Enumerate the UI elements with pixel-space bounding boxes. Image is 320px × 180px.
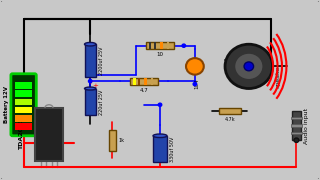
Circle shape [193,82,196,86]
Bar [167,42,169,49]
Bar [133,78,136,85]
Circle shape [225,44,273,89]
Text: +: + [92,83,98,89]
Text: TDA2003: TDA2003 [20,119,25,150]
Bar [219,108,241,114]
Circle shape [182,44,186,47]
Text: Battery 12V: Battery 12V [4,86,9,123]
Bar [35,108,63,161]
Text: 4.7: 4.7 [140,88,148,93]
Bar [291,124,302,127]
Text: 4.7k: 4.7k [224,117,235,122]
Text: 1k: 1k [119,138,125,143]
Bar [15,115,32,122]
Text: speaker: speaker [276,63,281,88]
Bar [154,42,156,49]
Circle shape [88,80,92,83]
Text: 10: 10 [156,52,164,57]
Bar [151,78,153,85]
Bar [138,78,140,85]
Text: 220uf 25V: 220uf 25V [99,89,104,114]
Circle shape [186,58,204,75]
Bar [291,117,302,119]
Bar [130,78,158,85]
Bar [144,78,147,85]
Ellipse shape [153,134,167,138]
Bar [84,89,96,115]
Circle shape [244,62,253,71]
Ellipse shape [84,42,96,46]
Circle shape [158,103,162,106]
Bar [84,44,96,77]
Bar [15,90,32,97]
Bar [15,82,32,89]
Bar [149,42,151,49]
Ellipse shape [294,138,299,142]
Text: +: + [87,79,93,85]
Text: 104: 104 [194,78,199,89]
Bar [108,130,116,150]
Bar [153,136,167,162]
Bar [291,132,302,134]
Bar [15,123,32,130]
Ellipse shape [84,87,96,90]
Bar [15,107,32,113]
Text: Audio input: Audio input [304,107,309,143]
Text: 2200uf 25V: 2200uf 25V [99,46,104,75]
Bar [146,42,174,49]
Bar [160,42,163,49]
FancyBboxPatch shape [11,74,36,136]
Bar [292,111,301,140]
Bar [15,99,32,105]
Text: 330uf 50V: 330uf 50V [170,136,175,162]
Circle shape [235,53,263,80]
